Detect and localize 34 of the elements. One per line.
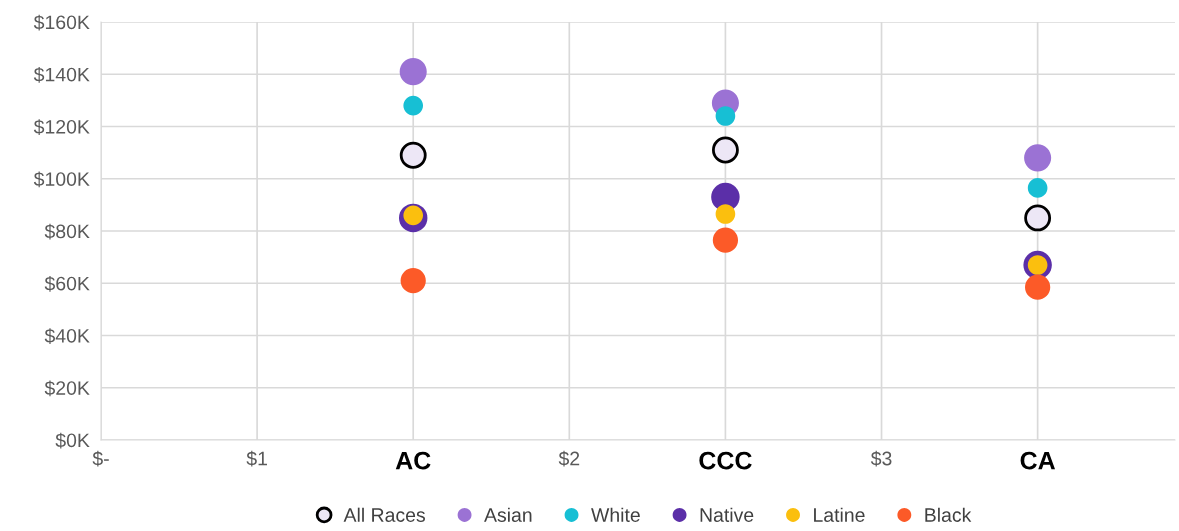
y-tick-label: $140K (33, 66, 90, 83)
y-tick-label: $120K (33, 119, 90, 135)
x-tick-label: $2 (558, 450, 580, 467)
y-tick-label: $100K (33, 171, 90, 188)
y-tick-label: $0K (55, 432, 90, 449)
point (715, 204, 736, 224)
x-tick-label: $- (92, 450, 109, 467)
point (1024, 144, 1052, 172)
point (403, 95, 424, 116)
legend-label: Latine (814, 507, 865, 522)
point (712, 227, 739, 253)
point (399, 141, 427, 169)
point (400, 268, 426, 294)
legend-label: Asian (484, 507, 532, 522)
x-tick-label: AC (395, 451, 431, 470)
point (1027, 178, 1048, 198)
y-tick-label: $40K (44, 328, 90, 344)
y-tick-label: $60K (44, 275, 90, 292)
y-tick-label: $20K (44, 380, 90, 397)
x-tick-label: CA (1020, 451, 1056, 470)
x-tick-label: $3 (870, 450, 892, 467)
legend-label: Black (925, 507, 972, 522)
legend-label: All Races (343, 507, 425, 522)
x-tick-label: $1 (246, 450, 267, 467)
legend-label: White (591, 507, 640, 522)
point (712, 136, 739, 164)
y-tick-label: $160K (33, 14, 90, 31)
point (1024, 204, 1052, 232)
point (1025, 274, 1051, 300)
point (715, 106, 736, 126)
legend-label: Native (700, 507, 754, 522)
x-tick-label: CCC (699, 451, 752, 470)
y-tick-label: $80K (44, 223, 90, 240)
point (399, 58, 427, 86)
